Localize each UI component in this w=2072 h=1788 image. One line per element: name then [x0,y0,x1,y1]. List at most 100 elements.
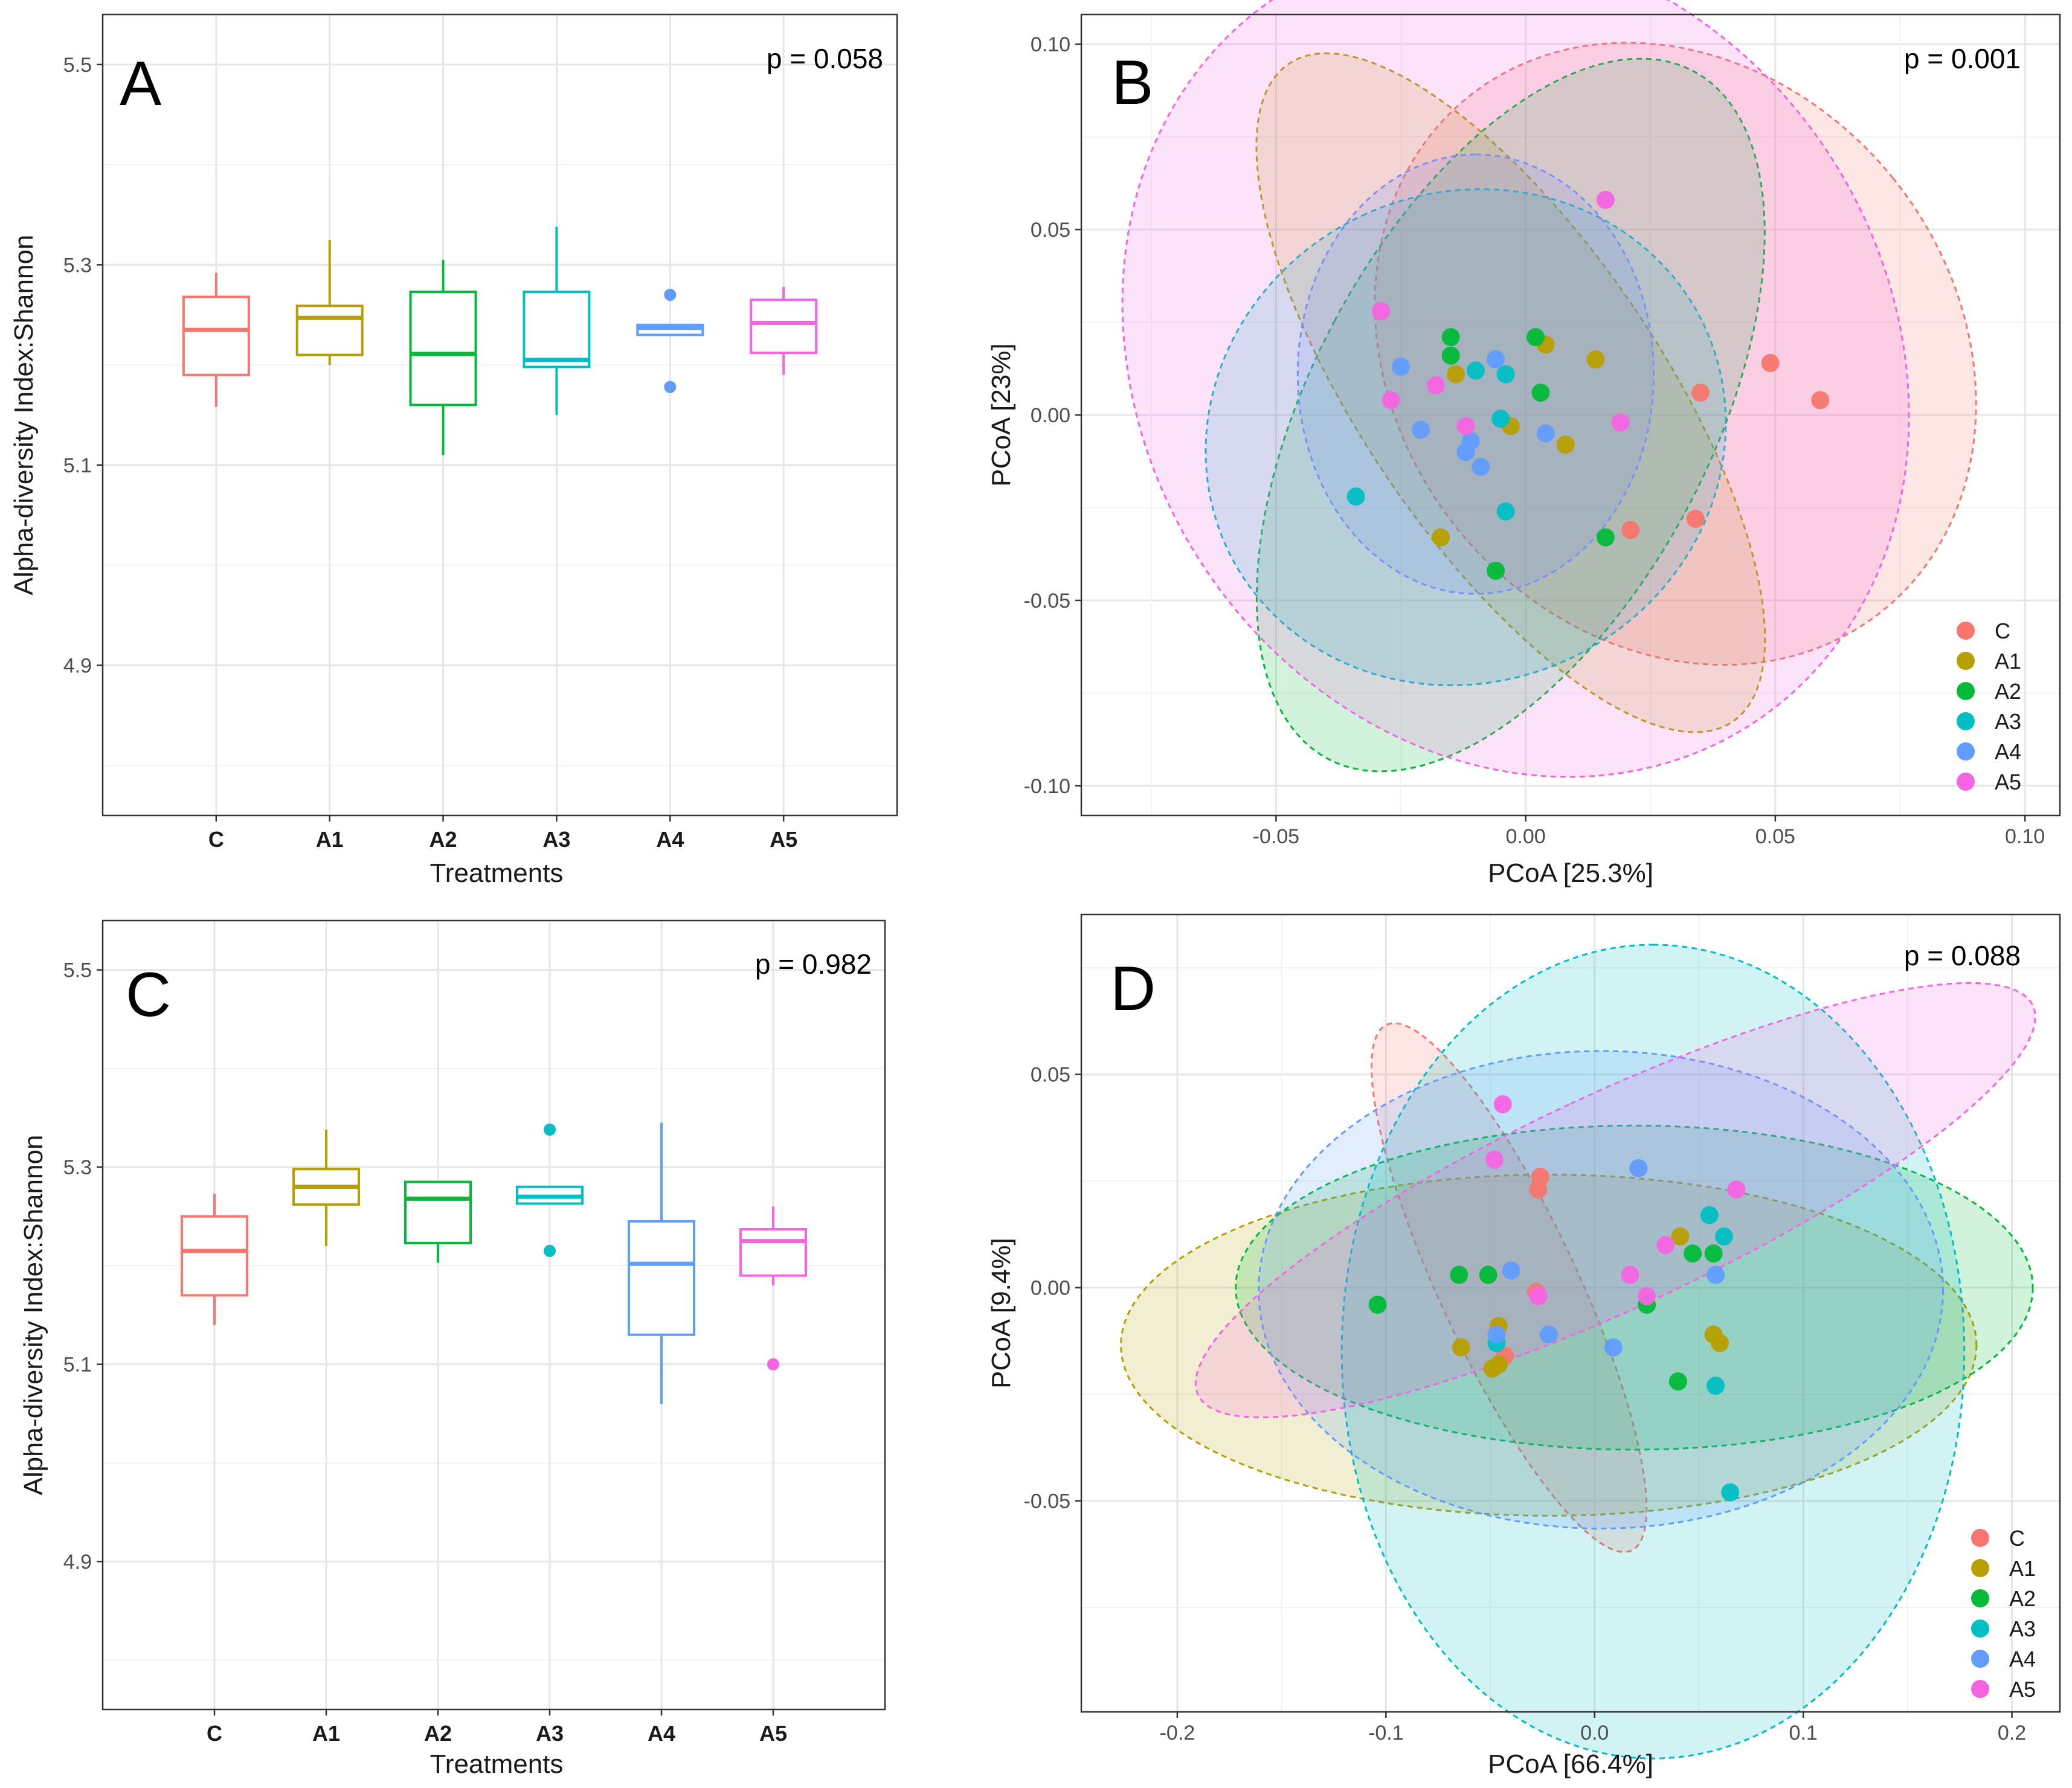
c-box-a5-iqr-box [739,1227,807,1277]
d-point-a2 [1450,1265,1469,1284]
b-point-a3 [1491,410,1510,428]
b-point-c [1761,354,1780,373]
a-box-a5 [750,286,818,375]
d-ellipse-a1 [1120,1174,1978,1517]
panel-d-x-ticks: -0.2 -0.1 0.0 0.1 0.2 [1160,1712,2026,1745]
c-x-tick-label-c: C [207,1721,222,1746]
d-ellipse-a5 [1194,982,2036,1419]
d-point-a1 [1452,1338,1470,1357]
c-box-c [181,1194,248,1325]
d-point-a3 [1700,1206,1719,1224]
panel-a-p-value: p = 0.058 [767,43,883,74]
d-point-a4 [1502,1261,1520,1280]
c-x-tick-label-a3: A3 [536,1721,564,1746]
panel-c-plot-border [101,919,886,1711]
panel-d-letter: D [1110,954,1156,1024]
c-y-tick-label: 5.5 [63,959,92,982]
panel-c-boxplots [181,1122,807,1404]
panel-b-legend: C A1 A2 A3 A4 A5 [1957,619,2021,794]
b-legend-key-c [1957,622,1975,640]
d-point-a2 [1704,1244,1723,1263]
panel-b-y-axis-title: PCoA [23%] [986,343,1016,486]
panel-a: 4.9 5.1 5.3 5.5 C A1 A2 A3 A4 A5 A p = 0.058 Tre… [9,13,898,888]
b-y-tick-label: 0.00 [1031,404,1070,427]
b-legend-label-a4: A4 [1995,739,2021,764]
panel-d-plot-border [1080,913,2061,1713]
b-point-a1 [1432,528,1450,547]
d-point-a5 [1493,1095,1512,1114]
panel-a-x-ticks: C A1 A2 A3 A4 A5 [208,815,797,852]
panel-d-p-value: p = 0.088 [1904,940,2021,971]
c-y-tick-label: 5.1 [63,1354,92,1377]
d-point-a5 [1621,1265,1639,1284]
b-point-a5 [1371,302,1390,321]
c-x-tick-label-a5: A5 [759,1721,787,1746]
b-point-a4 [1461,431,1480,450]
d-y-tick-label: 0.00 [1031,1277,1070,1300]
panel-d-y-axis-title: PCoA [9.4%] [986,1238,1016,1388]
d-legend-key-c [1971,1529,1989,1547]
panel-d-y-ticks: -0.05 0.00 0.05 [1024,1064,1081,1513]
panel-c-plot-background [103,921,885,1709]
b-x-tick-label: -0.05 [1253,825,1300,848]
a-box-a3-iqr-box [523,291,591,368]
d-point-a1 [1671,1227,1690,1246]
panel-c: 4.9 5.1 5.3 5.5 C A1 A2 A3 A4 A5 C p = 0.982 Tre… [19,919,886,1779]
d-ellipse-c [1370,1022,1648,1553]
d-point-a5 [1727,1180,1746,1199]
d-ellipse-a3 [1340,944,1966,1760]
panel-a-letter: A [120,49,162,119]
d-legend-key-a3 [1971,1619,1989,1638]
a-x-tick-label-a3: A3 [542,827,570,852]
c-box-c-iqr-box [181,1215,248,1297]
b-x-tick-label: 0.10 [2005,825,2045,848]
panel-a-plot-background [103,14,897,815]
b-point-a5 [1426,376,1445,394]
panel-c-y-ticks: 4.9 5.1 5.3 5.5 [63,959,103,1574]
b-point-a3 [1496,502,1515,521]
c-x-tick-label-a1: A1 [312,1721,340,1746]
d-point-a2 [1668,1372,1687,1391]
b-ellipse-c [1374,42,1977,666]
c-box-a4 [628,1122,695,1404]
panel-c-letter: C [126,960,171,1030]
panel-d-legend: C A1 A2 A3 A4 A5 [1971,1526,2036,1702]
b-point-c [1621,521,1640,539]
a-x-tick-label-a2: A2 [430,827,457,852]
b-y-tick-label: -0.05 [1024,590,1071,613]
c-box-a5 [739,1206,807,1371]
d-x-tick-label: -0.2 [1160,1722,1195,1745]
c-x-tick-label-a4: A4 [648,1721,675,1746]
b-point-a4 [1487,350,1505,368]
d-ellipse-a2 [1235,1124,2034,1451]
b-legend-label-c: C [1995,619,2010,643]
c-box-a2 [404,1180,472,1263]
b-point-a3 [1466,361,1485,380]
d-point-a5 [1656,1236,1675,1255]
c-box-a3 [516,1124,584,1257]
d-x-tick-label: -0.1 [1368,1722,1404,1745]
panel-b-letter: B [1112,48,1153,118]
b-point-a4 [1391,358,1410,376]
b-x-tick-label: 0.05 [1755,825,1795,848]
panel-c-x-ticks: C A1 A2 A3 A4 A5 [207,1709,787,1746]
panel-c-gridlines [103,921,885,1709]
a-x-tick-label-a1: A1 [316,827,344,852]
b-ellipse-a5 [1121,0,1910,778]
d-point-a4 [1487,1325,1506,1344]
d-point-a4 [1707,1265,1725,1284]
b-legend-label-a3: A3 [1995,709,2021,734]
b-ellipse-a2 [1255,57,1766,773]
b-y-tick-label: 0.05 [1031,219,1070,242]
d-point-c [1529,1180,1548,1199]
panel-a-gridlines [103,14,897,815]
a-x-tick-label-a5: A5 [770,827,797,852]
a-box-a4-outlier [664,289,677,301]
panel-c-p-value: p = 0.982 [755,948,872,980]
b-legend-key-a3 [1957,712,1975,730]
panel-a-y-axis-title: Alpha-diversity Index:Shannon [9,235,39,596]
panel-d-plot-background [1081,915,2060,1712]
b-point-a2 [1441,346,1460,365]
d-x-tick-label: 0.0 [1580,1722,1609,1745]
